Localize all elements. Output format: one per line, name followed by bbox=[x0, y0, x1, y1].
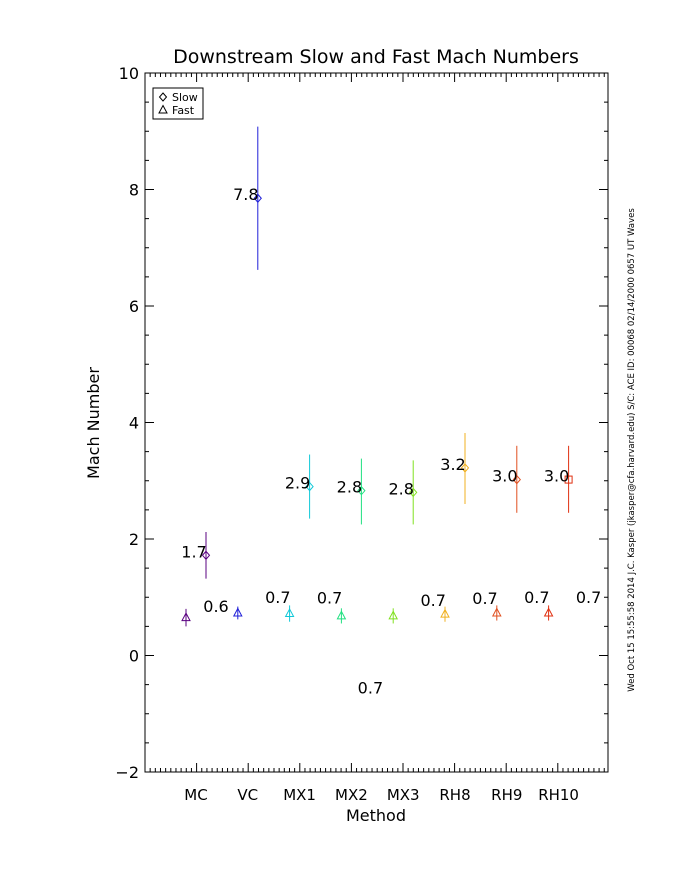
slow-point bbox=[409, 487, 418, 498]
y-axis-label: Mach Number bbox=[84, 367, 103, 479]
plot-frame bbox=[144, 72, 609, 773]
slow-value-label: 2.8 bbox=[388, 479, 413, 498]
x-tick-label: MX1 bbox=[283, 786, 316, 804]
fast-value-label: 0.7 bbox=[317, 589, 342, 608]
fast-value-label: 0.7 bbox=[472, 589, 497, 608]
slow-value-label: 1.7 bbox=[181, 542, 206, 561]
x-axis: MC VC MX1 MX2 MX3 RH8 RH9 RH10 bbox=[144, 73, 605, 804]
x-tick-label: RH9 bbox=[491, 786, 522, 804]
slow-point bbox=[564, 475, 573, 484]
data-marks: 1.7 7.8 2.9 2.8 2.8 3.2 3.0 3.0 0.6 0.7 0.7 0.7 0.7 0… bbox=[181, 126, 601, 697]
fast-value-label: 0.7 bbox=[358, 678, 383, 697]
slow-point bbox=[201, 550, 211, 561]
y-tick-label: 6 bbox=[129, 297, 139, 316]
fast-point bbox=[543, 607, 554, 617]
footer-stamp: Wed Oct 15 15:55:58 2014 J.C. Kasper (jk… bbox=[627, 208, 637, 692]
x-tick-label: MC bbox=[184, 786, 207, 804]
x-tick-label: MX2 bbox=[335, 786, 368, 804]
slow-value-label: 3.2 bbox=[440, 455, 465, 474]
fast-value-label: 0.7 bbox=[576, 588, 601, 607]
fast-point bbox=[491, 607, 502, 617]
y-tick-label: 8 bbox=[129, 181, 139, 200]
y-axis: −2 0 2 4 6 8 10 bbox=[115, 64, 608, 782]
y-tick-label: 0 bbox=[129, 647, 139, 666]
legend-triangle-icon bbox=[158, 104, 168, 114]
y-tick-label: 2 bbox=[129, 530, 139, 549]
legend-label: Slow bbox=[172, 91, 198, 104]
x-tick-label: RH8 bbox=[439, 786, 470, 804]
fast-value-label: 0.6 bbox=[203, 597, 228, 616]
fast-point bbox=[336, 610, 347, 620]
slow-value-label: 3.0 bbox=[544, 467, 569, 486]
slow-point bbox=[512, 474, 521, 485]
x-tick-label: RH10 bbox=[538, 786, 579, 804]
legend-box bbox=[152, 87, 204, 120]
x-tick-label: MX3 bbox=[387, 786, 420, 804]
x-tick-label: VC bbox=[237, 786, 258, 804]
chart-title: Downstream Slow and Fast Mach Numbers bbox=[173, 46, 579, 68]
fast-point bbox=[232, 607, 243, 617]
slow-point bbox=[305, 481, 314, 492]
fast-point bbox=[440, 608, 450, 618]
slow-value-label: 2.8 bbox=[337, 478, 362, 497]
y-tick-label: −2 bbox=[115, 763, 139, 782]
y-tick-label: 4 bbox=[129, 414, 139, 433]
fast-value-label: 0.7 bbox=[524, 588, 549, 607]
fast-value-label: 0.7 bbox=[265, 588, 290, 607]
footer-stamp-text: Wed Oct 15 15:55:58 2014 J.C. Kasper (jk… bbox=[627, 208, 637, 692]
slow-point bbox=[253, 193, 262, 203]
slow-value-label: 7.8 bbox=[233, 185, 258, 204]
x-axis-label: Method bbox=[346, 806, 406, 825]
slow-point bbox=[357, 485, 366, 496]
legend-label: Fast bbox=[172, 104, 195, 117]
fast-point bbox=[388, 610, 399, 620]
slow-value-label: 2.9 bbox=[285, 474, 310, 493]
fast-point bbox=[181, 612, 191, 622]
fast-point bbox=[284, 607, 295, 618]
slow-value-label: 3.0 bbox=[492, 467, 517, 486]
fast-value-label: 0.7 bbox=[420, 591, 445, 610]
legend-diamond-icon bbox=[158, 92, 168, 102]
y-tick-label: 10 bbox=[119, 64, 139, 83]
slow-point bbox=[460, 463, 470, 473]
